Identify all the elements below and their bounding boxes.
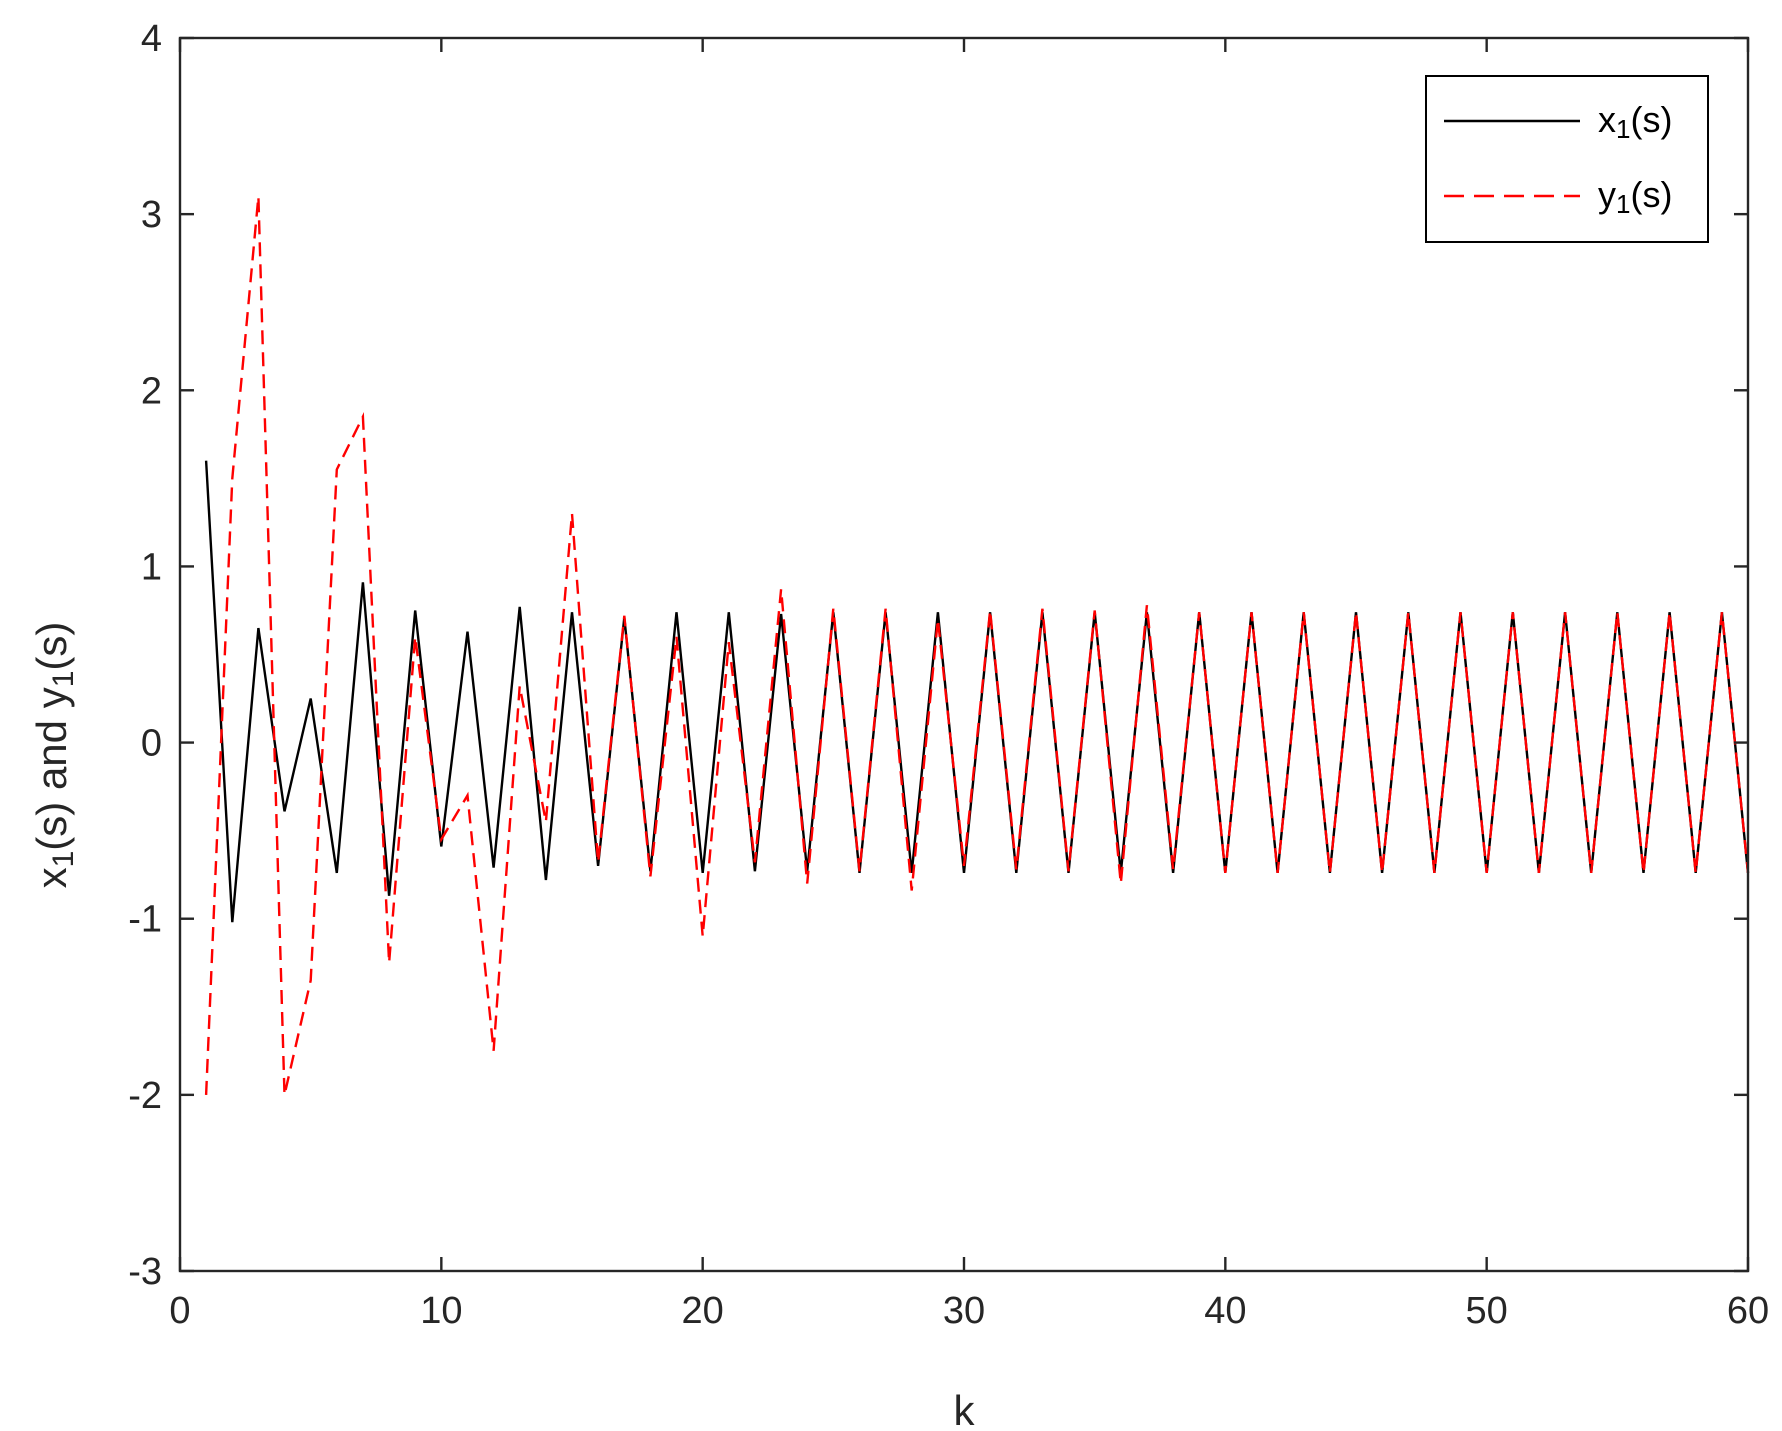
y-axis-title-end: (s): [28, 622, 75, 671]
y-tick-label: -2: [128, 1075, 162, 1117]
legend-label-x1-base: x: [1598, 99, 1616, 140]
x-tick-label: 10: [420, 1290, 462, 1332]
y-axis-title: x1(s) and y1(s): [28, 622, 80, 889]
ticks-layer: 0 10 20 30 40 50 60 -3 -2 -1 0 1 2 3 4: [128, 18, 1769, 1332]
y-tick-label: 2: [141, 370, 162, 412]
y-tick-label: 4: [141, 18, 162, 60]
y-tick-label: -3: [128, 1251, 162, 1293]
y-tick-label: -1: [128, 899, 162, 941]
y-axis-title-sub2: 1: [47, 671, 80, 688]
x-tick-label: 20: [682, 1290, 724, 1332]
y-axis-title-sub: 1: [47, 851, 80, 868]
y-tick-label: 1: [141, 546, 162, 588]
y-tick-label: 0: [141, 723, 162, 765]
x-axis-title: k: [954, 1387, 976, 1431]
legend: x1(s) y1(s): [1425, 75, 1709, 243]
x-tick-label: 40: [1204, 1290, 1246, 1332]
y-tick-label: 3: [141, 194, 162, 236]
x-tick-label: 30: [943, 1290, 985, 1332]
x-tick-label: 60: [1727, 1290, 1769, 1332]
series-line-y1: [204, 196, 1750, 1096]
legend-label-x1-end: (s): [1630, 99, 1672, 140]
y-axis-title-base: x: [28, 867, 75, 888]
legend-label-y1: y1(s): [1598, 174, 1672, 219]
legend-label-y1-base: y: [1598, 174, 1616, 215]
x-tick-label: 50: [1466, 1290, 1508, 1332]
x-tick-label: 0: [169, 1290, 190, 1332]
legend-label-x1: x1(s): [1598, 99, 1672, 144]
legend-label-y1-end: (s): [1630, 174, 1672, 215]
legend-label-y1-sub: 1: [1616, 189, 1630, 219]
legend-label-x1-sub: 1: [1616, 114, 1630, 144]
legend-box: [1425, 75, 1709, 243]
y-axis-title-mid: (s) and y: [28, 687, 75, 850]
series-layer: [204, 196, 1750, 1096]
